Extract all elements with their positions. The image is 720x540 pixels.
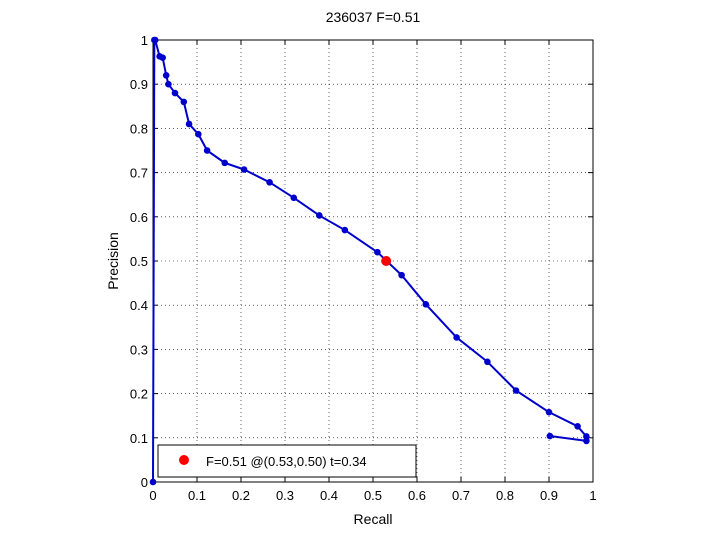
y-tick-label: 0 (141, 475, 148, 490)
y-tick-label: 0.7 (130, 166, 148, 181)
legend-box (157, 444, 417, 478)
x-tick-label: 0.4 (320, 488, 338, 503)
y-axis-label: Precision (105, 232, 121, 290)
pr-curve-point (374, 248, 381, 256)
y-tick-label: 0.3 (130, 342, 148, 357)
legend-marker (179, 455, 189, 465)
pr-curve-point (290, 194, 298, 202)
pr-curve-point (240, 166, 248, 173)
series-layer (149, 36, 590, 486)
x-tick-label: 0.6 (408, 488, 426, 503)
pr-curve-point (574, 423, 581, 430)
x-tick-label: 0.8 (496, 488, 514, 503)
y-tick-label: 1 (141, 33, 148, 48)
pr-curve-point (512, 387, 520, 394)
pr-curve-point (398, 271, 405, 279)
pr-curve-point (422, 301, 430, 308)
y-tick-label: 0.8 (130, 121, 148, 136)
pr-curve-point (266, 179, 273, 186)
ticks: 0 0.1 0.2 0.3 0.4 0.5 0.6 0.7 0.8 0.9 1 0 0.1 0.2 0.3 0… (130, 33, 597, 503)
pr-curve-point (546, 432, 554, 440)
x-tick-label: 0.1 (188, 488, 206, 503)
pr-curve-point (171, 89, 179, 97)
y-tick-label: 0.4 (130, 298, 148, 313)
x-tick-label: 0 (149, 488, 156, 503)
pr-curve-point (221, 159, 229, 167)
y-tick-label: 0.9 (130, 77, 148, 92)
x-tick-label: 0.9 (540, 488, 558, 503)
y-tick-label: 0.2 (130, 387, 148, 402)
x-tick-label: 0.2 (232, 488, 250, 503)
highlight-layer (381, 256, 392, 266)
pr-curve-point (484, 358, 491, 366)
chart-title: 236037 F=0.51 (326, 9, 421, 25)
pr-curve-point (149, 478, 157, 486)
pr-curve-point (165, 80, 172, 88)
x-tick-label: 0.5 (364, 488, 382, 503)
pr-curve-point (583, 437, 590, 445)
pr-curve-point (453, 334, 460, 341)
pr-curve-point (151, 36, 159, 44)
pr-curve-point (162, 72, 170, 79)
grid (153, 40, 593, 482)
x-axis-label: Recall (354, 511, 393, 527)
x-tick-label: 0.7 (452, 488, 470, 503)
legend-label: F=0.51 @(0.53,0.50) t=0.34 (206, 454, 367, 469)
pr-curve-point (203, 147, 211, 154)
best-f-point (381, 256, 392, 266)
x-tick-label: 0.3 (276, 488, 294, 503)
y-tick-label: 0.1 (130, 431, 148, 446)
pr-curve-point (316, 212, 323, 219)
pr-curve-point (341, 226, 349, 234)
pr-curve-point (195, 130, 202, 138)
x-tick-label: 1 (589, 488, 596, 503)
pr-curve-point (545, 408, 553, 416)
legend: F=0.51 @(0.53,0.50) t=0.34 (157, 444, 417, 478)
pr-curve-point (159, 54, 166, 61)
y-tick-label: 0.5 (130, 254, 148, 269)
pr-curve-point (185, 120, 193, 128)
pr-curve-point (180, 98, 188, 106)
y-tick-label: 0.6 (130, 210, 148, 225)
